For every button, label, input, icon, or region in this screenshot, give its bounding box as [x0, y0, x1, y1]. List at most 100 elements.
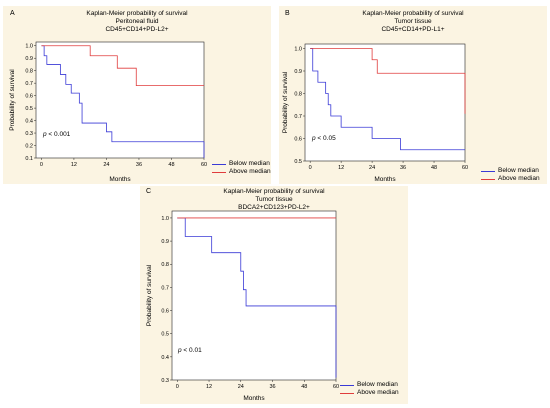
legend-item-above: Above median — [481, 175, 540, 183]
x-tick-label: 60 — [201, 162, 207, 168]
legend-label-below: Below median — [229, 160, 270, 167]
y-tick-label: 0.8 — [294, 92, 302, 98]
plot-area — [304, 43, 466, 162]
x-tick-label: 12 — [338, 165, 344, 171]
title-line-3: CD45+CD14+PD-L1+ — [381, 26, 445, 33]
y-tick-label: 0.6 — [294, 137, 302, 143]
y-tick-label: 0.6 — [25, 94, 33, 100]
chart-title: Kaplan-Meier probability of survival Tum… — [140, 188, 408, 212]
legend: Below median Above median — [212, 160, 271, 176]
y-tick-label: 0.7 — [294, 114, 302, 120]
y-tick-label: 0.5 — [161, 332, 169, 338]
legend-swatch-below — [340, 384, 354, 386]
y-axis-label: Probability of survival — [282, 71, 289, 133]
title-line-2: Peritoneal fluid — [115, 18, 159, 25]
panel-b: B Kaplan-Meier probability of survival T… — [279, 6, 547, 184]
title-line-1: Kaplan-Meier probability of survival — [86, 10, 188, 17]
y-tick-label: 0.4 — [25, 119, 33, 125]
y-tick-label: 0.9 — [25, 56, 33, 62]
km-plot: 0.5 0.6 0.7 0.8 0.9 1.0 0 12 24 36 48 60 Months Proba… — [282, 43, 468, 183]
km-plot: 0.1 0.2 0.3 0.4 0.5 0.6 0.7 0.8 0.9 1.0 0 12 24 36 48 6… — [9, 41, 207, 183]
title-line-1: Kaplan-Meier probability of survival — [362, 10, 464, 17]
p-symbol: p — [43, 131, 47, 138]
y-tick-label: 1.0 — [25, 44, 33, 50]
x-tick-label: 24 — [103, 162, 109, 168]
y-tick-label: 0.7 — [161, 285, 169, 291]
series-line-below — [41, 45, 205, 158]
x-axis-label: Months — [109, 176, 131, 183]
plot-area — [35, 41, 205, 159]
p-value-text: < 0.05 — [315, 135, 336, 142]
series-line-above — [310, 48, 466, 114]
x-tick-label: 12 — [71, 162, 77, 168]
legend: Below median Above median — [481, 167, 540, 183]
panel-a: A Kaplan-Meier probability of survival P… — [3, 6, 271, 184]
x-tick-label: 36 — [136, 162, 142, 168]
legend-item-above: Above median — [212, 168, 271, 176]
x-tick-label: 24 — [238, 384, 244, 390]
legend-swatch-above — [340, 392, 354, 394]
chart-title: Kaplan-Meier probability of survival Per… — [3, 10, 271, 34]
y-tick-label: 1.0 — [294, 47, 302, 53]
x-tick-label: 48 — [301, 384, 307, 390]
y-tick-label: 0.9 — [294, 69, 302, 75]
x-tick-label: 12 — [206, 384, 212, 390]
y-tick-label: 0.8 — [161, 262, 169, 268]
legend-swatch-above — [481, 178, 495, 180]
p-symbol: p — [178, 347, 182, 354]
y-tick-label: 0.5 — [25, 106, 33, 112]
legend-item-below: Below median — [212, 160, 271, 168]
y-tick-label: 0.6 — [161, 309, 169, 315]
x-tick-label: 0 — [309, 165, 312, 171]
title-line-3: CD45+CD14+PD-L2+ — [105, 26, 169, 33]
p-value-annotation: p < 0.01 — [178, 347, 202, 354]
x-tick-label: 36 — [400, 165, 406, 171]
panel-label: B — [285, 10, 290, 17]
x-tick-label: 60 — [333, 384, 339, 390]
x-tick-label: 36 — [269, 384, 275, 390]
y-tick-label: 0.4 — [161, 355, 169, 361]
panel-label: A — [10, 10, 15, 17]
legend-label-below: Below median — [498, 167, 539, 174]
legend-swatch-below — [481, 170, 495, 172]
p-symbol: p — [312, 135, 316, 142]
x-axis-label: Months — [243, 395, 265, 402]
p-value-annotation: p < 0.001 — [43, 131, 70, 138]
y-tick-label: 1.0 — [161, 216, 169, 222]
y-tick-label: 0.2 — [25, 144, 33, 150]
x-tick-label: 0 — [40, 162, 43, 168]
plot-area — [171, 210, 337, 381]
p-value-text: < 0.01 — [181, 347, 202, 354]
title-line-3: BDCA2+CD123+PD-L2+ — [238, 204, 310, 211]
title-line-2: Tumor tissue — [255, 196, 293, 203]
y-tick-label: 0.3 — [25, 131, 33, 137]
panel-c: C Kaplan-Meier probability of survival T… — [140, 186, 408, 404]
legend-label-below: Below median — [357, 381, 398, 388]
x-tick-label: 48 — [431, 165, 437, 171]
km-plot: 0.3 0.4 0.5 0.6 0.7 0.8 0.9 1.0 0 12 24 36 48 60 Month… — [146, 210, 339, 402]
x-tick-label: 0 — [176, 384, 179, 390]
x-tick-label: 24 — [369, 165, 375, 171]
legend-swatch-below — [212, 163, 226, 165]
legend: Below median Above median — [340, 381, 399, 397]
p-value-annotation: p < 0.05 — [312, 135, 336, 142]
panel-label: C — [146, 188, 152, 195]
y-tick-label: 0.8 — [25, 69, 33, 75]
legend-item-above: Above median — [340, 389, 399, 397]
y-tick-label: 0.5 — [294, 159, 302, 165]
legend-swatch-above — [212, 171, 226, 173]
y-axis-label: Probability of survival — [146, 264, 153, 326]
x-tick-label: 60 — [462, 165, 468, 171]
legend-item-below: Below median — [481, 167, 540, 175]
chart-title: Kaplan-Meier probability of survival Tum… — [279, 10, 547, 34]
series-line-below — [310, 48, 465, 151]
legend-label-above: Above median — [229, 168, 271, 175]
legend-label-above: Above median — [498, 175, 540, 182]
y-tick-label: 0.9 — [161, 239, 169, 245]
y-axis-label: Probability of survival — [9, 69, 16, 131]
title-line-2: Tumor tissue — [394, 18, 432, 25]
title-line-1: Kaplan-Meier probability of survival — [223, 188, 325, 195]
y-tick-label: 0.1 — [25, 156, 33, 162]
legend-label-above: Above median — [357, 389, 399, 396]
p-value-text: < 0.001 — [46, 131, 71, 138]
